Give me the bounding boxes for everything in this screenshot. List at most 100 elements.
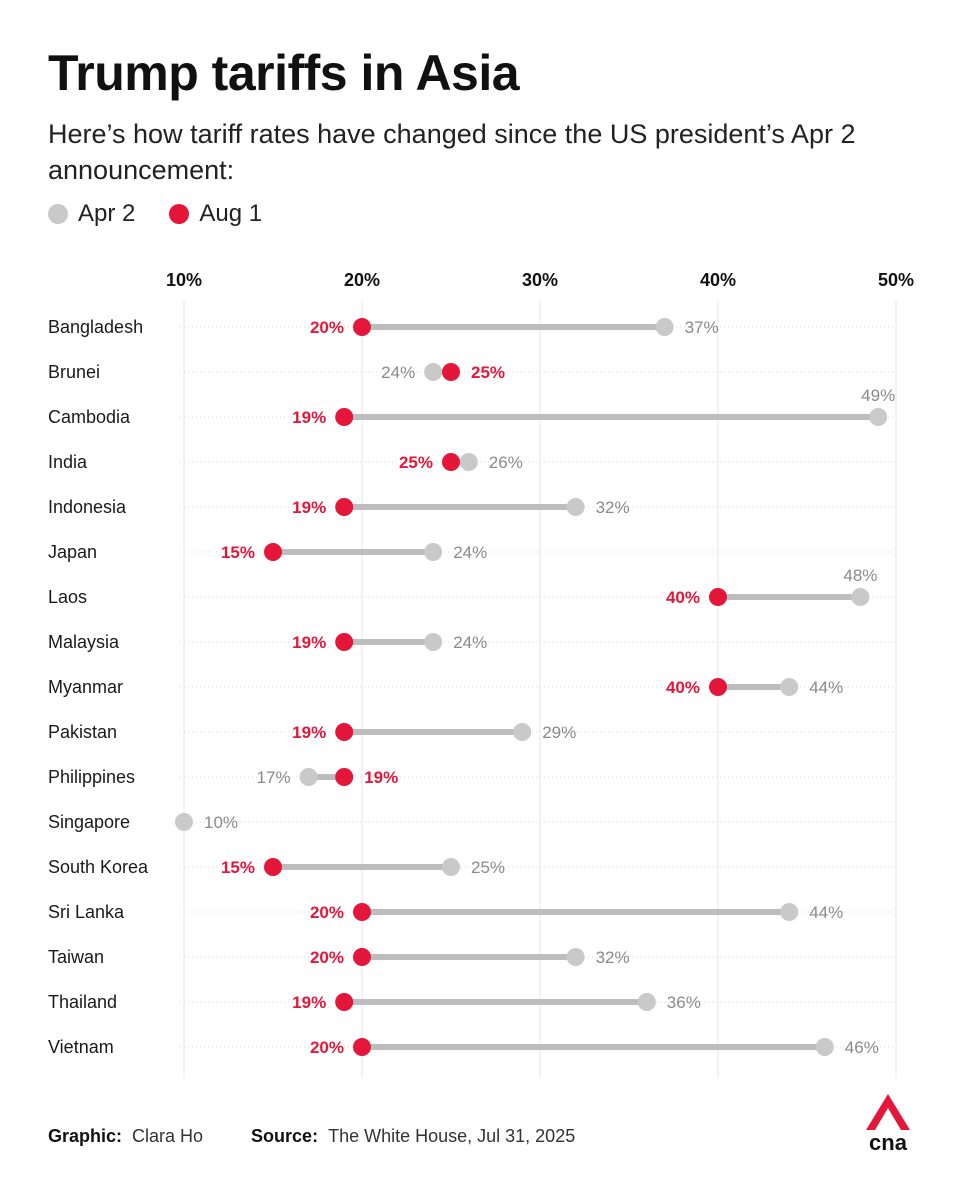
aug-point — [442, 363, 460, 381]
apr-value-label: 46% — [845, 1038, 879, 1057]
apr-point — [637, 993, 656, 1011]
aug-value-label: 20% — [310, 318, 344, 337]
chart-subtitle: Here’s how tariff rates have changed sin… — [48, 119, 856, 185]
aug-value-label: 25% — [471, 363, 505, 382]
aug-point — [264, 858, 282, 876]
apr-value-label: 44% — [809, 903, 843, 922]
apr-value-label: 25% — [471, 858, 505, 877]
aug-point — [353, 318, 371, 336]
cna-logo-icon: cna — [866, 1094, 910, 1154]
aug-point — [335, 993, 354, 1011]
apr-point — [780, 903, 799, 921]
category-label: Taiwan — [48, 947, 104, 967]
x-tick-label: 10% — [166, 270, 202, 290]
chart-title: Trump tariffs in Asia — [48, 45, 520, 101]
category-label: Singapore — [48, 812, 130, 832]
aug-value-label: 40% — [666, 588, 700, 607]
legend-item-apr: Apr 2 — [48, 200, 135, 228]
apr-value-label: 17% — [257, 768, 291, 787]
source-label: Source: — [251, 1126, 319, 1146]
category-label: Indonesia — [48, 497, 127, 517]
aug-value-label: 19% — [364, 768, 398, 787]
aug-value-label: 25% — [399, 453, 433, 472]
apr-value-label: 29% — [542, 723, 576, 742]
aug-point — [709, 678, 727, 696]
category-label: Laos — [48, 587, 87, 607]
apr-point — [869, 408, 888, 426]
apr-point — [442, 858, 460, 876]
apr-value-label: 26% — [489, 453, 523, 472]
category-label: Philippines — [48, 767, 135, 787]
aug-point — [335, 498, 354, 516]
apr-point — [566, 498, 585, 516]
aug-value-label: 15% — [221, 543, 255, 562]
x-tick-label: 40% — [700, 270, 736, 290]
aug-point — [353, 903, 371, 921]
graphic-label: Graphic: — [48, 1126, 123, 1146]
apr-value-label: 37% — [685, 318, 719, 337]
apr-point — [424, 543, 443, 561]
apr-point — [513, 723, 532, 741]
aug-value-label: 40% — [666, 678, 700, 697]
logo-text: cna — [869, 1130, 908, 1154]
apr-point — [424, 633, 443, 651]
x-tick-label: 20% — [344, 270, 380, 290]
apr-point — [424, 363, 443, 381]
aug-point — [264, 543, 282, 561]
legend-label-aug: Aug 1 — [199, 200, 263, 227]
dumbbell-chart: 10% 20% 30% 40% 50% Bangladesh 37% 20% Brunei 24%… — [48, 270, 914, 1078]
apr-value-label: 24% — [453, 543, 487, 562]
category-label: Cambodia — [48, 407, 131, 427]
aug-point — [335, 408, 354, 426]
apr-point — [815, 1038, 834, 1056]
aug-point — [335, 633, 354, 651]
apr-point — [655, 318, 674, 336]
apr-point — [851, 588, 870, 606]
apr-point — [459, 453, 478, 471]
aug-point — [442, 453, 460, 471]
category-label: Thailand — [48, 992, 117, 1012]
aug-point — [335, 768, 354, 786]
category-label: Malaysia — [48, 632, 120, 652]
apr-point — [566, 948, 585, 966]
aug-value-label: 19% — [292, 633, 326, 652]
category-label: Bangladesh — [48, 317, 143, 337]
apr-value-label: 32% — [596, 948, 630, 967]
apr-value-label: 10% — [204, 813, 238, 832]
source-credit: The White House, Jul 31, 2025 — [328, 1126, 576, 1146]
apr-value-label: 24% — [381, 363, 415, 382]
apr-value-label: 44% — [809, 678, 843, 697]
aug-point — [353, 948, 371, 966]
category-label: Pakistan — [48, 722, 117, 742]
legend-label-apr: Apr 2 — [78, 200, 136, 227]
aug-point — [709, 588, 727, 606]
apr-value-label: 36% — [667, 993, 701, 1012]
aug-value-label: 20% — [310, 948, 344, 967]
category-label: South Korea — [48, 857, 149, 877]
apr-value-label: 32% — [596, 498, 630, 517]
category-label: Myanmar — [48, 677, 123, 697]
footer: Graphic: Clara Ho Source: The White Hous… — [48, 1126, 575, 1147]
category-label: Japan — [48, 542, 97, 562]
apr-point — [299, 768, 318, 786]
legend: Apr 2 Aug 1 — [48, 199, 296, 229]
legend-dot-aug-icon — [169, 204, 190, 224]
apr-value-label: 24% — [453, 633, 487, 652]
x-tick-label: 50% — [878, 270, 914, 290]
category-label: Brunei — [48, 362, 100, 382]
category-label: India — [48, 452, 88, 472]
aug-point — [353, 1038, 371, 1056]
legend-item-aug: Aug 1 — [169, 200, 262, 228]
aug-value-label: 19% — [292, 993, 326, 1012]
aug-value-label: 15% — [221, 858, 255, 877]
aug-value-label: 20% — [310, 1038, 344, 1057]
aug-value-label: 19% — [292, 498, 326, 517]
category-label: Sri Lanka — [48, 902, 125, 922]
legend-dot-apr-icon — [48, 204, 68, 224]
apr-point — [780, 678, 799, 696]
aug-value-label: 20% — [310, 903, 344, 922]
aug-value-label: 19% — [292, 408, 326, 427]
category-label: Vietnam — [48, 1037, 114, 1057]
aug-value-label: 19% — [292, 723, 326, 742]
aug-point — [335, 723, 354, 741]
